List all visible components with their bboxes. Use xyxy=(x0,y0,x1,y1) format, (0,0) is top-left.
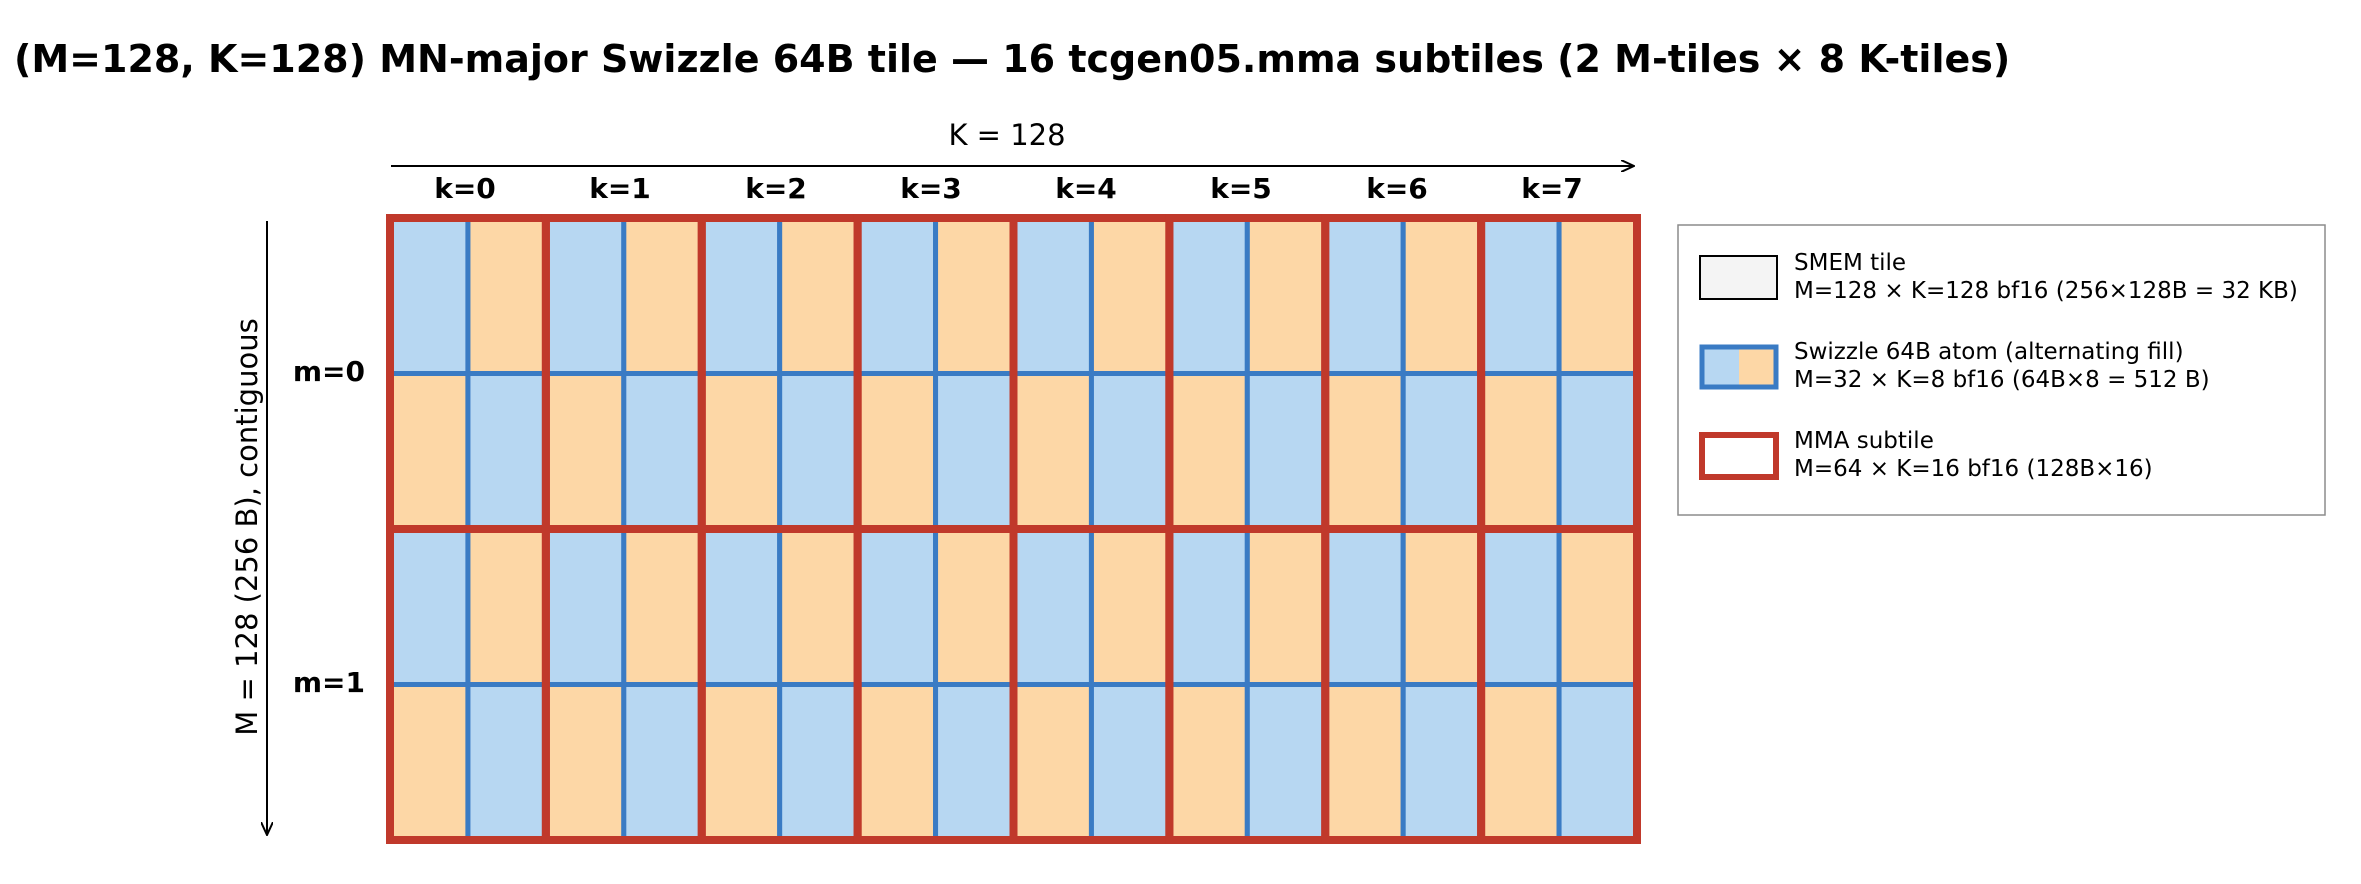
swizzle-atom-cell xyxy=(1088,682,1172,843)
swizzle-atom-cell xyxy=(1322,371,1406,532)
legend-atom-swatch-orange xyxy=(1739,347,1776,387)
swizzle-atom-cell xyxy=(1166,526,1250,687)
swizzle-atom-cell xyxy=(1400,526,1484,687)
swizzle-atom-cell xyxy=(1011,215,1094,376)
swizzle-atom-cell xyxy=(699,371,783,532)
k-tile-label: k=2 xyxy=(745,172,807,205)
swizzle-atom-cell xyxy=(1478,215,1562,376)
legend-atom-swatch-blue xyxy=(1702,347,1739,387)
m-tile-labels: m=0 m=1 xyxy=(293,355,365,699)
swizzle-atom-cell xyxy=(1166,215,1250,376)
m-tile-label: m=1 xyxy=(293,666,365,699)
swizzle-atom-cell xyxy=(855,371,939,532)
k-tile-label: k=1 xyxy=(589,172,651,205)
swizzle-atom-cell xyxy=(777,682,861,843)
swizzle-atom-cell xyxy=(1244,371,1328,532)
mma-subtile-grid xyxy=(386,214,1641,844)
legend-atom-title: Swizzle 64B atom (alternating fill) xyxy=(1794,339,2184,365)
swizzle-atom-cell xyxy=(387,371,471,532)
k-tile-label: k=6 xyxy=(1366,172,1428,205)
swizzle-atom-cell xyxy=(1244,526,1328,687)
swizzle-atom-cell xyxy=(621,371,705,532)
swizzle-atom-cell xyxy=(465,215,549,376)
swizzle-atom-cell xyxy=(777,526,861,687)
m-axis-label: M = 128 (256 B), contiguous xyxy=(230,318,264,735)
swizzle-atom-cell xyxy=(543,371,627,532)
swizzle-atom-cell xyxy=(1166,371,1250,532)
legend: SMEM tile M=128 × K=128 bf16 (256×128B =… xyxy=(1677,224,2326,516)
swizzle-atom-cell xyxy=(855,526,939,687)
swizzle-atom-cell xyxy=(1088,526,1172,687)
swizzle-atom-cell xyxy=(1088,215,1172,376)
swizzle-atom-cell xyxy=(387,215,471,376)
swizzle-atom-cell xyxy=(777,371,861,532)
swizzle-atom-cell xyxy=(1011,526,1094,687)
legend-atom-swatch-border xyxy=(1699,344,1779,390)
m-tile-label: m=0 xyxy=(293,355,365,388)
swizzle-atom-cell xyxy=(543,215,627,376)
swizzle-atom-cell xyxy=(543,682,627,843)
swizzle-atom-cell xyxy=(1011,371,1094,532)
legend-atom-detail: M=32 × K=8 bf16 (64B×8 = 512 B) xyxy=(1794,367,2210,393)
swizzle-atom-cell xyxy=(855,215,939,376)
legend-smem-swatch xyxy=(1699,255,1778,300)
swizzle-atom-cell xyxy=(1556,526,1640,687)
swizzle-atom-cell xyxy=(699,682,783,843)
legend-mma-title: MMA subtile xyxy=(1794,428,1934,454)
k-tile-label: k=7 xyxy=(1521,172,1583,205)
swizzle-atom-cell xyxy=(1478,526,1562,687)
legend-smem-title: SMEM tile xyxy=(1794,250,1906,276)
swizzle-atom-cell xyxy=(1478,682,1562,843)
mma-subtile xyxy=(1477,525,1641,844)
legend-mma-detail: M=64 × K=16 bf16 (128B×16) xyxy=(1794,456,2153,482)
swizzle-atom-cell xyxy=(465,682,549,843)
swizzle-atom-cell xyxy=(1166,682,1250,843)
swizzle-atom-cell xyxy=(1244,682,1328,843)
swizzle-atom-cell xyxy=(933,215,1016,376)
legend-smem-detail: M=128 × K=128 bf16 (256×128B = 32 KB) xyxy=(1794,278,2298,304)
swizzle-atom-cell xyxy=(1088,371,1172,532)
swizzle-atom-cell xyxy=(1400,371,1484,532)
swizzle-atom-cell xyxy=(777,215,861,376)
legend-mma-swatch xyxy=(1699,432,1779,480)
swizzle-atom-cell xyxy=(465,526,549,687)
swizzle-atom-cell xyxy=(1400,215,1484,376)
swizzle-atom-cell xyxy=(933,526,1016,687)
k-tile-label: k=0 xyxy=(434,172,496,205)
swizzle-atom-cell xyxy=(387,526,471,687)
swizzle-atom-cell xyxy=(1556,215,1640,376)
swizzle-atom-cell xyxy=(933,371,1016,532)
swizzle-atom-cell xyxy=(1400,682,1484,843)
swizzle-atom-cell xyxy=(465,371,549,532)
swizzle-atom-cell xyxy=(621,526,705,687)
swizzle-atom-cell xyxy=(1556,682,1640,843)
k-tile-labels: k=0 k=1 k=2 k=3 k=4 k=5 k=6 k=7 xyxy=(434,172,1583,205)
swizzle-atom-cell xyxy=(1478,371,1562,532)
swizzle-atom-cell xyxy=(855,682,939,843)
swizzle-atom-cell xyxy=(1556,371,1640,532)
swizzle-atom-cell xyxy=(1322,526,1406,687)
swizzle-atom-cell xyxy=(933,682,1016,843)
swizzle-atom-cell xyxy=(621,215,705,376)
swizzle-atom-cell xyxy=(699,215,783,376)
k-tile-label: k=5 xyxy=(1210,172,1272,205)
k-tile-label: k=4 xyxy=(1055,172,1117,205)
swizzle-atom-cell xyxy=(543,526,627,687)
swizzle-atom-cell xyxy=(621,682,705,843)
swizzle-atom-cell xyxy=(387,682,471,843)
legend-frame xyxy=(1677,224,2326,516)
diagram-title: (M=128, K=128) MN-major Swizzle 64B tile… xyxy=(14,37,2010,81)
swizzle-atom-cell xyxy=(1011,682,1094,843)
swizzle-atom-cell xyxy=(1322,215,1406,376)
k-axis-label: K = 128 xyxy=(948,118,1065,152)
k-tile-label: k=3 xyxy=(900,172,962,205)
swizzle-atom-cell xyxy=(699,526,783,687)
swizzle-atom-cell xyxy=(1322,682,1406,843)
swizzle-atom-cell xyxy=(1244,215,1328,376)
